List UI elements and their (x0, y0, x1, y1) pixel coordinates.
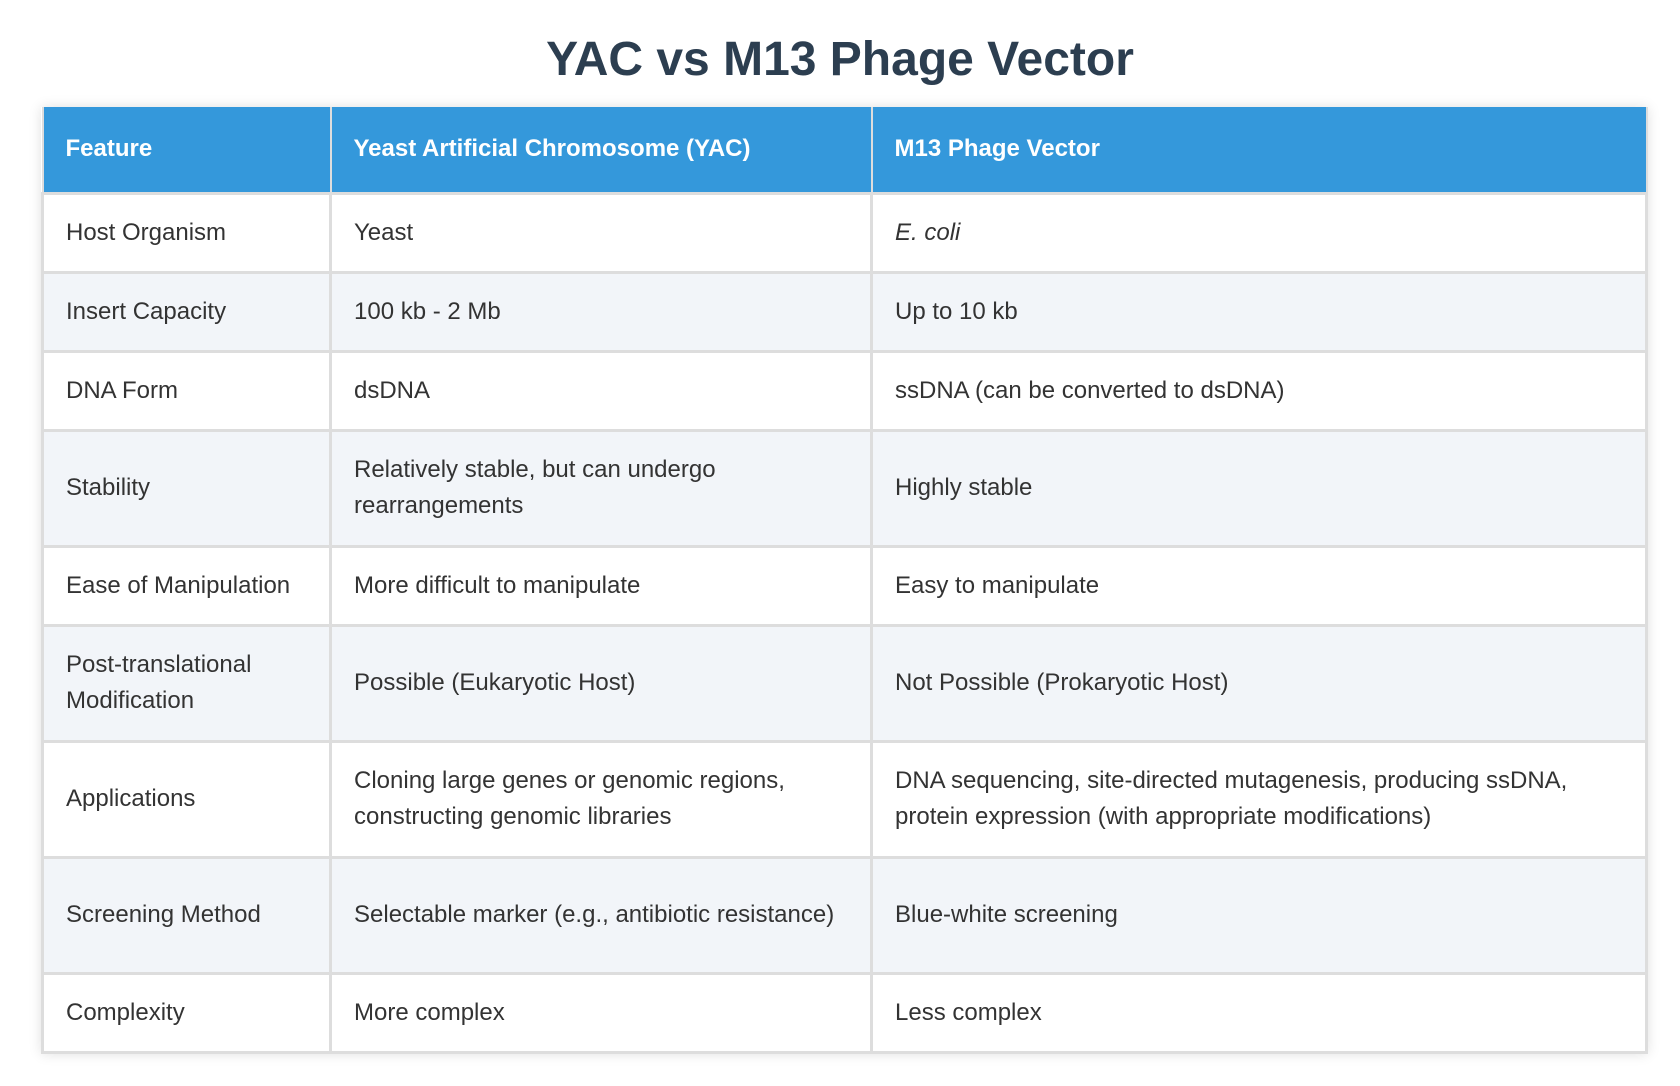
feature-cell: DNA Form (41, 349, 332, 432)
yac-cell: More complex (329, 971, 873, 1054)
table-row: Applications Cloning large genes or geno… (41, 739, 1648, 859)
table-row: Screening Method Selectable marker (e.g.… (41, 855, 1648, 975)
feature-cell: Stability (41, 428, 332, 548)
m13-cell: Easy to manipulate (870, 544, 1648, 627)
feature-cell: Applications (41, 739, 332, 859)
yac-cell: Selectable marker (e.g., antibiotic resi… (329, 855, 873, 975)
feature-cell: Screening Method (41, 855, 332, 975)
table-row: Host Organism Yeast E. coli (41, 191, 1648, 274)
m13-cell: Not Possible (Prokaryotic Host) (870, 623, 1648, 743)
table-row: Post-translational Modification Possible… (41, 623, 1648, 743)
organism-name: E. coli (895, 218, 961, 246)
yac-cell: Yeast (329, 191, 873, 274)
table-row: Complexity More complex Less complex (41, 971, 1648, 1054)
table-row: Ease of Manipulation More difficult to m… (41, 544, 1648, 627)
table-row: Stability Relatively stable, but can und… (41, 428, 1648, 548)
header-feature: Feature (41, 107, 332, 194)
feature-cell: Insert Capacity (41, 270, 332, 353)
feature-cell: Complexity (41, 971, 332, 1054)
yac-cell: dsDNA (329, 349, 873, 432)
m13-cell: Up to 10 kb (870, 270, 1648, 353)
feature-cell: Post-translational Modification (41, 623, 332, 743)
m13-cell: Less complex (870, 971, 1648, 1054)
table-row: Insert Capacity 100 kb - 2 Mb Up to 10 k… (41, 270, 1648, 353)
table-row: DNA Form dsDNA ssDNA (can be converted t… (41, 349, 1648, 432)
yac-cell: Cloning large genes or genomic regions, … (329, 739, 873, 859)
m13-cell: DNA sequencing, site-directed mutagenesi… (870, 739, 1648, 859)
header-m13: M13 Phage Vector (870, 107, 1648, 194)
m13-cell: Highly stable (870, 428, 1648, 548)
page-title: YAC vs M13 Phage Vector (546, 33, 1134, 86)
table-header-row: Feature Yeast Artificial Chromosome (YAC… (41, 107, 1648, 194)
m13-cell: E. coli (870, 191, 1648, 274)
yac-cell: Relatively stable, but can undergo rearr… (329, 428, 873, 548)
yac-cell: 100 kb - 2 Mb (329, 270, 873, 353)
yac-cell: Possible (Eukaryotic Host) (329, 623, 873, 743)
comparison-table: Feature Yeast Artificial Chromosome (YAC… (41, 107, 1648, 1054)
header-yac: Yeast Artificial Chromosome (YAC) (329, 107, 873, 194)
feature-cell: Ease of Manipulation (41, 544, 332, 627)
m13-cell: ssDNA (can be converted to dsDNA) (870, 349, 1648, 432)
m13-cell: Blue-white screening (870, 855, 1648, 975)
yac-cell: More difficult to manipulate (329, 544, 873, 627)
feature-cell: Host Organism (41, 191, 332, 274)
